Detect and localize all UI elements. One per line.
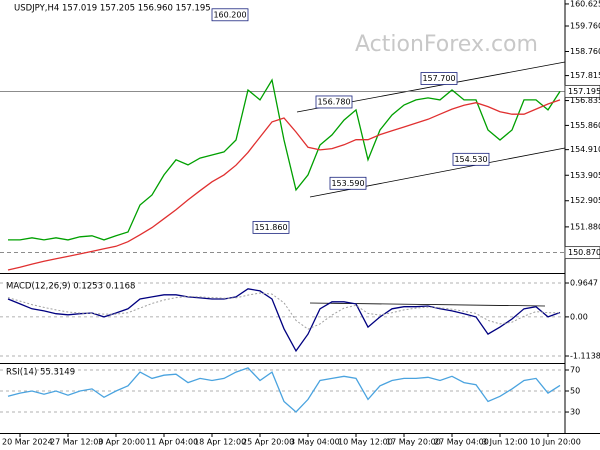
y-tick-label: 151.880 <box>570 222 600 231</box>
x-tick-label: 3 Apr 20:00 <box>98 438 145 447</box>
watermark: ActionForex.com <box>355 32 538 57</box>
annotation-label: 153.590 <box>331 179 364 188</box>
level-label-box <box>564 84 600 98</box>
series-line <box>8 78 561 241</box>
series-line <box>7 292 561 330</box>
y-tick-label: 0.00 <box>570 312 588 321</box>
level-label: 157.195 <box>568 87 600 96</box>
series-line <box>7 367 561 413</box>
chart-title: USDJPY,H4 157.019 157.205 156.960 157.19… <box>14 4 211 14</box>
series-line <box>7 99 561 271</box>
y-tick-label: 156.835 <box>570 96 600 105</box>
y-tick-label: 160.625 <box>570 0 600 8</box>
annotation-box <box>420 72 458 85</box>
level-label-box <box>564 246 600 260</box>
annotation-label: 154.530 <box>454 155 487 164</box>
annotation-box <box>315 95 353 109</box>
annotation-label: 160.200 <box>213 10 246 19</box>
y-tick-label: 158.760 <box>570 47 600 56</box>
level-label: 150.870 <box>568 248 600 257</box>
chart-title: MACD(12,26,9) 0.1253 0.1168 <box>6 282 135 292</box>
annotation-box <box>211 8 249 22</box>
y-tick-label: 152.905 <box>570 196 600 205</box>
y-tick-label: -1.1138 <box>570 351 600 360</box>
annotation-label: 157.700 <box>422 74 455 83</box>
x-tick-label: 10 Jun 20:00 <box>530 438 581 447</box>
x-tick-label: 27 Mar 12:00 <box>50 438 103 447</box>
annotation-box <box>329 176 367 190</box>
y-tick-label: 70 <box>570 365 580 374</box>
annotation-label: 151.860 <box>254 223 287 232</box>
x-tick-label: 11 Apr 04:00 <box>146 438 198 447</box>
y-tick-label: 50 <box>570 387 580 396</box>
y-tick-label: 30 <box>570 408 580 417</box>
y-tick-label: 157.815 <box>570 71 600 80</box>
x-tick-label: 10 May 12:00 <box>338 438 393 447</box>
annotation-label: 156.780 <box>317 97 350 106</box>
annotation-box <box>452 152 490 166</box>
annotation-box <box>252 220 290 234</box>
series-line <box>7 288 561 353</box>
x-tick-label: 25 Apr 20:00 <box>242 438 294 447</box>
x-tick-label: 18 Apr 12:00 <box>194 438 246 447</box>
y-tick-label: 0.9647 <box>570 279 598 288</box>
x-tick-label: 17 May 20:00 <box>386 438 441 447</box>
y-tick-label: 155.860 <box>570 121 600 130</box>
y-tick-label: 159.760 <box>570 22 600 31</box>
y-tick-label: 153.905 <box>570 171 600 180</box>
x-tick-label: 27 May 04:00 <box>434 438 489 447</box>
trend-line <box>309 302 546 307</box>
x-tick-label: 3 Jun 12:00 <box>482 438 528 447</box>
x-tick-label: 3 May 04:00 <box>290 438 340 447</box>
x-tick-label: 20 Mar 2024 <box>2 438 53 447</box>
y-tick-label: 154.910 <box>570 145 600 154</box>
chart-title: RSI(14) 55.3149 <box>6 368 75 378</box>
